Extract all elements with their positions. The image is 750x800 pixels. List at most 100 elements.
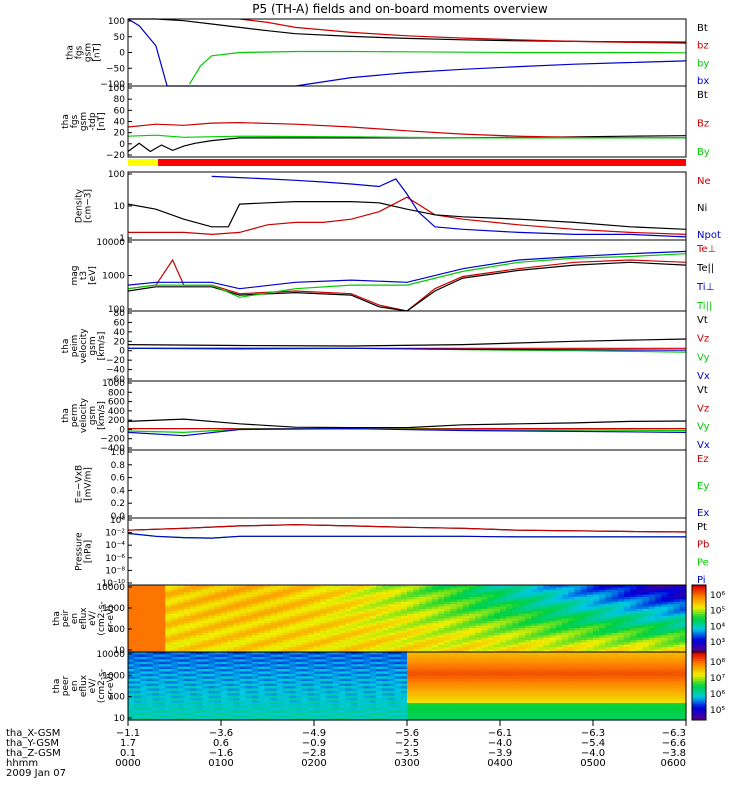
heatmap-cell (376, 625, 383, 629)
heatmap-cell (283, 596, 290, 600)
y-tick-label: 100 (108, 305, 125, 315)
heatmap-cell (245, 683, 253, 687)
heatmap-cell (431, 715, 439, 719)
heatmap-cell (568, 637, 575, 641)
heatmap-cell (258, 628, 265, 632)
heatmap-cell (295, 613, 303, 617)
heatmap-cell (258, 666, 265, 670)
heatmap-cell (363, 620, 371, 624)
heatmap-cell (190, 710, 197, 714)
heatmap-cell (456, 592, 464, 596)
heatmap-cell (208, 693, 216, 697)
heatmap-cell (605, 608, 613, 612)
heatmap-cell (369, 637, 377, 641)
heatmap-cell (574, 623, 582, 627)
heatmap-cell (469, 710, 476, 714)
heatmap-cell (183, 661, 191, 665)
heatmap-cell (202, 707, 210, 711)
heatmap-cell (425, 693, 433, 697)
heatmap-cell (208, 678, 216, 682)
heatmap-cell (394, 647, 402, 651)
heatmap-cell (524, 717, 532, 721)
heatmap-cell (338, 700, 346, 704)
heatmap-cell (332, 683, 340, 687)
heatmap-cell (214, 620, 222, 624)
heatmap-cell (233, 715, 241, 719)
heatmap-cell (456, 616, 464, 620)
heatmap-cell (134, 683, 141, 687)
heatmap-cell (413, 686, 420, 690)
heatmap-cell (289, 673, 296, 677)
heatmap-cell (518, 637, 526, 641)
heatmap-cell (351, 678, 358, 682)
heatmap-cell (543, 669, 551, 673)
heatmap-cell (481, 606, 489, 610)
heatmap-cell (314, 647, 321, 651)
heatmap-cell (245, 690, 253, 694)
heatmap-cell (469, 618, 476, 622)
heatmap-cell (450, 654, 458, 658)
heatmap-cell (338, 652, 346, 656)
heatmap-cell (413, 705, 420, 709)
heatmap-cell (586, 707, 594, 711)
heatmap-cell (407, 703, 414, 707)
heatmap-cell (252, 671, 259, 675)
heatmap-cell (512, 690, 520, 694)
heatmap-cell (214, 599, 222, 603)
heatmap-cell (661, 596, 668, 600)
heatmap-cell (673, 618, 681, 622)
heatmap-cell (332, 589, 340, 593)
heatmap-cell (221, 608, 228, 612)
heatmap-cell (469, 632, 476, 636)
heatmap-cell (183, 676, 191, 680)
heatmap-cell (630, 601, 637, 605)
heatmap-cell (630, 606, 637, 610)
heatmap-cell (338, 635, 346, 639)
heatmap-cell (642, 592, 650, 596)
heatmap-cell (177, 635, 185, 639)
heatmap-cell (289, 618, 296, 622)
heatmap-cell (543, 661, 551, 665)
heatmap-cell (376, 635, 383, 639)
heatmap-cell (475, 625, 482, 629)
legend-entry: Vz (697, 334, 709, 345)
heatmap-cell (555, 599, 563, 603)
heatmap-cell (177, 705, 185, 709)
heatmap-cell (667, 601, 675, 605)
heatmap-cell (555, 683, 563, 687)
heatmap-cell (159, 635, 166, 639)
heatmap-cell (407, 611, 414, 615)
heatmap-cell (289, 705, 296, 709)
heatmap-cell (568, 703, 575, 707)
heatmap-cell (270, 698, 278, 702)
heatmap-cell (283, 690, 290, 694)
heatmap-cell (512, 613, 520, 617)
heatmap-cell (245, 712, 253, 716)
heatmap-cell (518, 695, 526, 699)
heatmap-cell (270, 613, 278, 617)
heatmap-cell (208, 594, 216, 598)
heatmap-cell (568, 688, 575, 692)
heatmap-cell (332, 686, 340, 690)
heatmap-cell (518, 703, 526, 707)
heatmap-cell (462, 649, 470, 653)
heatmap-cell (382, 693, 389, 697)
heatmap-cell (593, 637, 600, 641)
heatmap-cell (357, 594, 365, 598)
heatmap-cell (276, 596, 284, 600)
heatmap-cell (388, 632, 396, 636)
heatmap-cell (450, 647, 458, 651)
heatmap-cell (363, 608, 371, 612)
heatmap-cell (376, 676, 383, 680)
heatmap-cell (171, 688, 179, 692)
heatmap-cell (617, 710, 625, 714)
heatmap-cell (475, 632, 482, 636)
heatmap-cell (456, 606, 464, 610)
heatmap-cell (431, 659, 439, 663)
heatmap-cell (320, 642, 327, 646)
heatmap-cell (469, 695, 476, 699)
heatmap-cell (258, 693, 265, 697)
heatmap-cell (369, 654, 377, 658)
heatmap-cell (140, 585, 148, 588)
heatmap-cell (301, 690, 309, 694)
